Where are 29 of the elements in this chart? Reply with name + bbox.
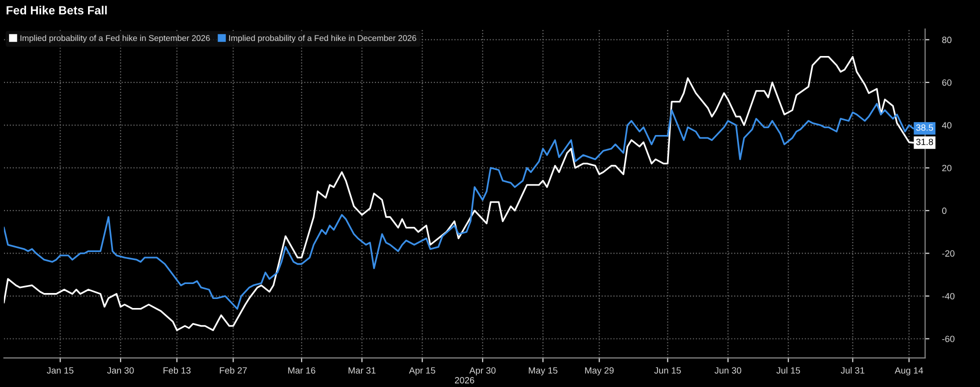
x-tick-label: Jul 15	[776, 367, 800, 374]
y-tick-label: 20	[942, 164, 952, 172]
x-tick-label: Jun 30	[714, 367, 742, 374]
x-tick-label: Apr 15	[409, 367, 436, 376]
x-axis-title: 2026	[454, 377, 474, 384]
x-tick-label: Aug 14	[894, 367, 924, 376]
y-tick-label: -60	[942, 336, 954, 342]
y-tick-label: 0	[942, 208, 946, 214]
x-tick-label: May 29	[585, 367, 614, 376]
legend-label: Implied probability of a Fed hike in December 2026	[229, 34, 416, 43]
legend-label: Implied probability of a Fed hike in September 2026	[20, 34, 210, 43]
x-tick-label: May 15	[528, 367, 558, 376]
x-tick-label: Jan 30	[107, 367, 134, 374]
annotation: 38.5	[916, 124, 934, 131]
x-tick-label: Feb 27	[220, 367, 247, 374]
x-tick-label: Apr 30	[469, 367, 496, 376]
y-tick-label: 40	[942, 122, 952, 129]
x-tick-label: Feb 13	[164, 367, 191, 374]
annotation: 31.8	[916, 138, 934, 146]
x-tick-label: Jan 15	[46, 367, 74, 374]
y-tick-label: -20	[942, 250, 954, 257]
x-tick-label: Jul 31	[840, 367, 864, 374]
y-tick-label: -40	[942, 292, 954, 300]
y-tick-label: 60	[942, 79, 952, 86]
chart-title: Fed Hike Bets Fall	[6, 6, 107, 14]
x-tick-label: Mar 31	[348, 367, 376, 374]
x-tick-label: Jun 15	[654, 367, 681, 374]
x-tick-label: Mar 16	[288, 367, 316, 374]
y-tick-label: 80	[942, 36, 952, 44]
